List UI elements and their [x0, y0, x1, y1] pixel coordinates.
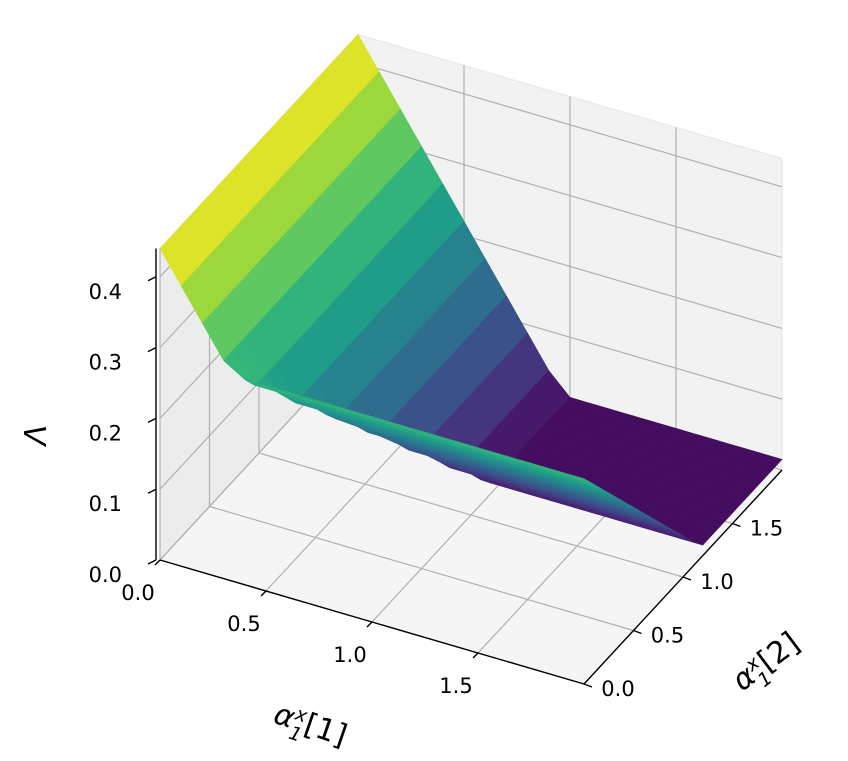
surface-facet	[562, 472, 595, 485]
svg-text:αx1[1]: αx1[1]	[267, 696, 351, 756]
y-tick-mark	[633, 629, 642, 635]
x-tick-label: 1.0	[333, 643, 366, 667]
y-tick-label: 0.5	[651, 624, 684, 648]
z-tick-label: 0.2	[89, 421, 122, 445]
y-tick-mark	[732, 522, 741, 528]
z-tick-mark	[147, 276, 157, 282]
tick-labels: 0.0 0.5 1.0 1.5 0.0 0.5 1.0 1.5 0.0 0.1 0.2 0.3 0.4	[89, 280, 784, 701]
x-tick-mark	[472, 652, 479, 659]
x-tick-label: 0.5	[227, 612, 260, 636]
y-tick-label: 1.5	[750, 517, 783, 541]
y-tick-label: 1.0	[700, 570, 733, 594]
svg-text:αx1[2]: αx1[2]	[726, 626, 811, 704]
x-tick-label: 0.0	[121, 581, 154, 605]
z-tick-label: 0.4	[89, 280, 122, 304]
y-axis-title: αx1[2]	[726, 626, 811, 704]
y-tick-label: 0.0	[601, 677, 634, 701]
z-tick-label: 0.0	[89, 563, 122, 587]
z-axis-title: Λ	[19, 425, 54, 448]
x-tick-mark	[366, 621, 373, 628]
z-tick-mark	[147, 346, 157, 353]
axis-lines	[147, 248, 783, 688]
x-axis-title: αx1[1]	[267, 696, 351, 756]
x-tick-mark	[260, 590, 267, 597]
x-tick-label: 1.5	[439, 674, 472, 698]
x-tick-mark	[154, 559, 161, 566]
y-tick-mark	[682, 576, 692, 581]
z-tick-label: 0.1	[89, 492, 122, 516]
z-tick-mark	[147, 559, 157, 565]
z-tick-label: 0.3	[89, 351, 122, 375]
y-tick-mark	[583, 683, 593, 688]
surface-mesh	[159, 33, 783, 546]
z-tick-mark	[147, 417, 157, 424]
z-tick-mark	[147, 488, 157, 494]
